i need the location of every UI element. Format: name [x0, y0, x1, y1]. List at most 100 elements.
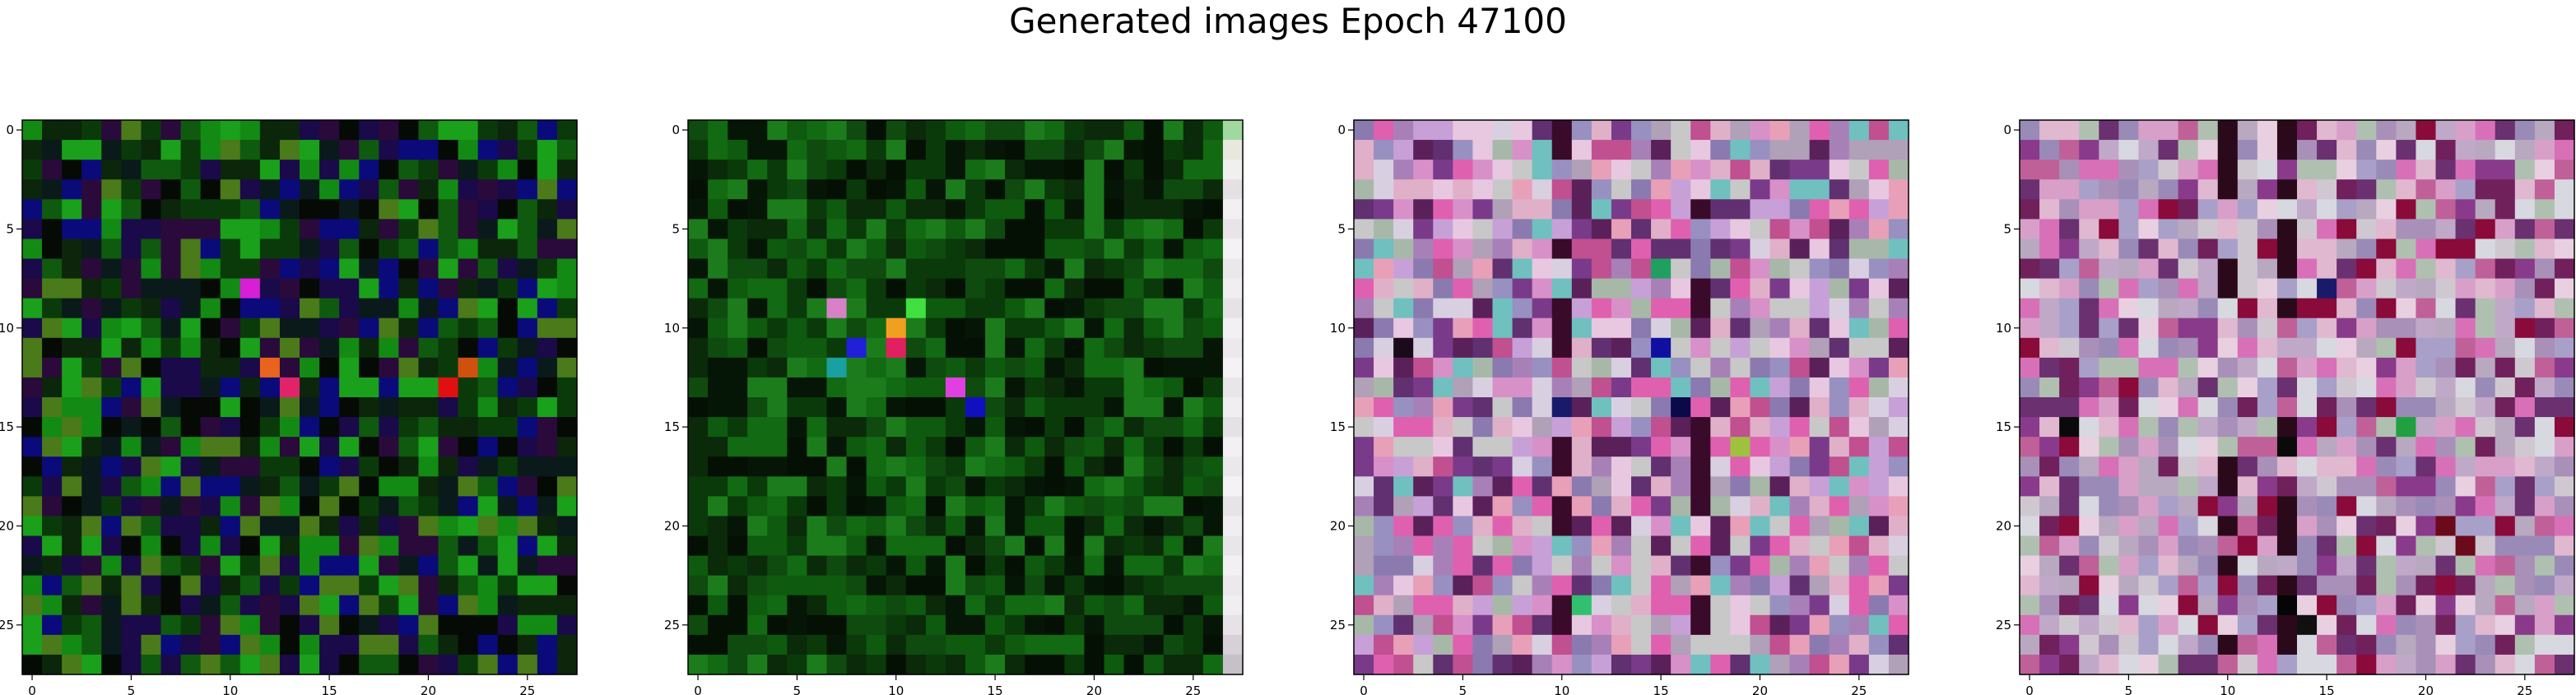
pixel-cell: [81, 120, 102, 141]
pixel-cell: [2416, 239, 2437, 260]
pixel-cell: [1453, 160, 1474, 180]
pixel-cell: [2376, 614, 2397, 636]
pixel-cell: [1163, 120, 1184, 141]
pixel-cell: [846, 496, 867, 517]
pixel-cell: [1084, 298, 1105, 319]
pixel-cell: [2297, 397, 2318, 418]
pixel-cell: [2197, 535, 2219, 557]
pixel-cell: [2416, 317, 2437, 339]
pixel-cell: [200, 298, 221, 319]
pixel-cell: [1888, 298, 1909, 319]
pixel-cell: [259, 634, 281, 656]
pixel-cell: [1393, 397, 1414, 418]
pixel-cell: [300, 476, 320, 497]
pixel-cell: [1143, 516, 1165, 537]
pixel-cell: [2514, 496, 2536, 517]
pixel-cell: [2396, 555, 2417, 577]
pixel-cell: [2376, 179, 2397, 200]
pixel-cell: [42, 437, 63, 457]
pixel-cell: [708, 595, 728, 616]
pixel-cell: [200, 614, 221, 636]
pixel-cell: [1769, 456, 1791, 477]
pixel-cell: [1591, 357, 1612, 378]
pixel-cell: [477, 239, 499, 260]
pixel-cell: [2554, 140, 2575, 160]
pixel-cell: [1025, 614, 1045, 636]
pixel-cell: [517, 337, 538, 359]
pixel-cell: [985, 575, 1006, 596]
pixel-cell: [477, 535, 499, 557]
pixel-cell: [2376, 337, 2397, 359]
pixel-cell: [1413, 239, 1434, 260]
pixel-cell: [2554, 357, 2575, 378]
pixel-cell: [1123, 654, 1145, 675]
pixel-cell: [1143, 337, 1165, 359]
pixel-cell: [2356, 654, 2377, 675]
pixel-cell: [458, 476, 479, 497]
pixel-cell: [1472, 298, 1494, 319]
pixel-cell: [1710, 278, 1731, 299]
pixel-cell: [1044, 219, 1065, 240]
pixel-cell: [708, 417, 728, 438]
pixel-cell: [1888, 437, 1909, 457]
pixel-cell: [1512, 199, 1533, 220]
pixel-cell: [2475, 595, 2496, 616]
x-tick-label: 25: [519, 683, 535, 695]
pixel-cell: [1809, 179, 1830, 200]
pixel-cell: [1143, 140, 1165, 160]
pixel-cell: [497, 516, 518, 537]
pixel-cell: [807, 516, 828, 537]
pixel-cell: [2554, 120, 2575, 141]
pixel-cell: [1084, 555, 1105, 577]
pixel-cell: [767, 120, 788, 141]
pixel-cell: [2317, 377, 2337, 398]
pixel-cell: [2237, 654, 2258, 675]
pixel-cell: [2099, 219, 2119, 240]
pixel-cell: [2416, 456, 2437, 477]
pixel-cell: [1551, 357, 1573, 378]
pixel-cell: [1710, 456, 1731, 477]
pixel-cell: [1611, 397, 1632, 418]
pixel-cell: [300, 614, 320, 636]
pixel-cell: [2039, 140, 2060, 160]
pixel-cell: [2276, 516, 2298, 537]
pixel-cell: [1829, 357, 1850, 378]
pixel-cell: [1143, 614, 1165, 636]
pixel-cell: [965, 476, 986, 497]
pixel-cell: [1631, 614, 1652, 636]
pixel-cell: [2317, 239, 2337, 260]
pixel-cell: [438, 357, 459, 378]
pixel-cell: [2257, 377, 2278, 398]
pixel-cell: [2257, 179, 2278, 200]
pixel-cell: [537, 120, 558, 141]
pixel-cell: [2416, 535, 2437, 557]
pixel-cell: [2317, 535, 2337, 557]
pixel-cell: [2217, 437, 2239, 457]
pixel-cell: [2514, 437, 2536, 457]
pixel-cell: [2297, 496, 2318, 517]
pixel-cell: [497, 219, 518, 240]
pixel-cell: [81, 199, 102, 220]
pixel-cell: [300, 298, 320, 319]
pixel-cell: [1532, 317, 1553, 339]
pixel-cell: [1888, 258, 1909, 280]
pixel-cell: [2118, 654, 2140, 675]
pixel-cell: [2455, 239, 2476, 260]
pixel-cell: [458, 516, 479, 537]
pixel-cell: [1651, 160, 1672, 180]
pixel-cell: [2237, 317, 2258, 339]
pixel-cell: [458, 595, 479, 616]
pixel-cell: [438, 258, 459, 280]
pixel-cell: [1202, 317, 1224, 339]
pixel-cell: [747, 239, 768, 260]
pixel-cell: [339, 377, 360, 398]
pixel-cell: [2435, 397, 2457, 418]
pixel-cell: [1354, 219, 1374, 240]
pixel-cell: [1393, 278, 1414, 299]
pixel-cell: [2039, 417, 2060, 438]
pixel-cell: [846, 298, 867, 319]
pixel-cell: [1453, 377, 1474, 398]
pixel-cell: [728, 654, 748, 675]
pixel-cell: [925, 614, 946, 636]
pixel-cell: [537, 634, 558, 656]
